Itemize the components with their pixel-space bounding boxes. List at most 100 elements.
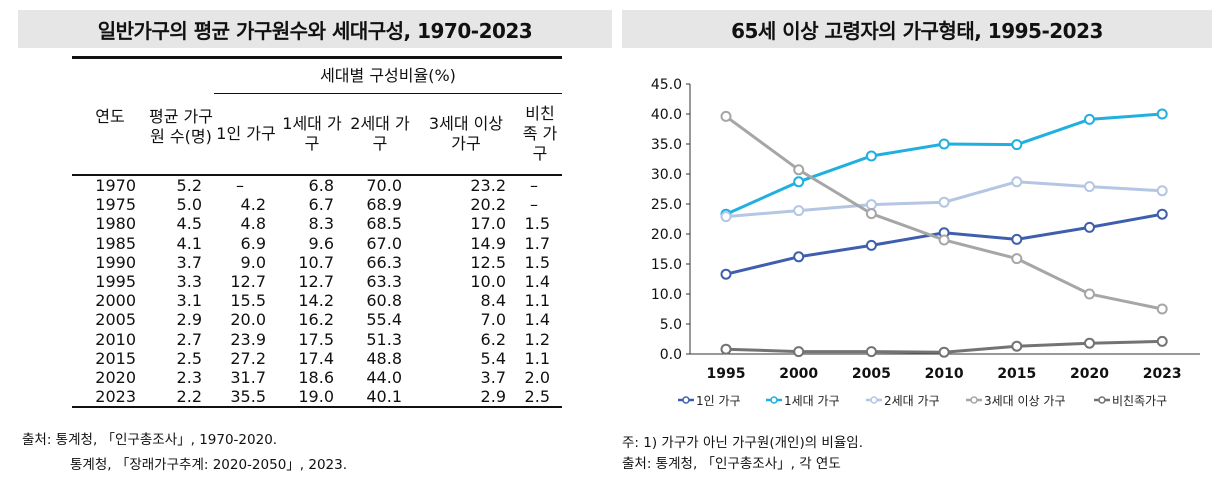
table-cell: 3.1 (176, 291, 202, 311)
table-cell: 1.4 (524, 310, 550, 330)
y-tick-label: 15.0 (651, 257, 682, 273)
table-row: 2020 2.3 31.7 18.6 44.0 3.7 2.0 (72, 368, 562, 387)
table-cell: 2005 (95, 310, 136, 330)
table-cell: 15.5 (230, 291, 266, 311)
table-cell: 10.0 (470, 272, 506, 292)
y-tick-label: 20.0 (651, 227, 682, 243)
table-row: 2005 2.9 20.0 16.2 55.4 7.0 1.4 (72, 310, 562, 329)
chart-source: 출처: 통계청, 「인구총조사」, 각 연도 (622, 456, 841, 472)
table-cell: 9.0 (240, 252, 266, 272)
table-row: 2000 3.1 15.5 14.2 60.8 8.4 1.1 (72, 291, 562, 310)
data-point (1084, 337, 1095, 349)
legend-label: 1인 가구 (696, 394, 741, 408)
legend: 1인 가구 1세대 가구 2세대 가구 3세대 이상 가구 비친족가구 (678, 394, 1167, 408)
data-point (793, 251, 805, 263)
source-left: 출처: 통계청, 「인구총조사」, 1970-2020. (22, 432, 278, 448)
x-tick-label: 2023 (1143, 366, 1182, 382)
table-cell: – (530, 176, 538, 196)
household-chart: 0.0 5.0 10.0 15.0 20.0 25.0 30.0 35.0 40.0 45.0 19… (651, 77, 1200, 408)
table-cell: 12.5 (470, 252, 506, 272)
table-cell: 4.5 (176, 214, 202, 234)
table-cell: 3.7 (480, 367, 506, 387)
table-cell: 31.7 (230, 367, 266, 387)
data-point (938, 138, 950, 150)
data-point (793, 164, 805, 176)
table-cell: 27.2 (230, 348, 266, 368)
header-group: 세대별 구성비율(%) (214, 57, 562, 94)
table-cell: 23.2 (470, 176, 506, 196)
table-row: 1980 4.5 4.8 8.3 68.5 17.0 1.5 (72, 214, 562, 233)
header-col: 2세대 가구 (350, 114, 410, 153)
table-row: 1970 5.2 – 6.8 70.0 23.2 – (72, 175, 562, 195)
table-cell: 10.7 (298, 252, 334, 272)
data-point (1156, 303, 1168, 315)
data-point (1011, 139, 1023, 151)
data-point (1084, 181, 1095, 193)
table-cell: 1.5 (524, 214, 550, 234)
table-title: 일반가구의 평균 가구원수와 세대구성, 1970-2023 (18, 10, 612, 48)
table-cell: 1990 (95, 252, 136, 272)
x-tick-label: 2015 (997, 366, 1036, 382)
table-cell: 1980 (95, 214, 136, 234)
data-point (1084, 113, 1095, 125)
y-tick-label: 35.0 (651, 137, 682, 153)
table-cell: 9.6 (308, 233, 334, 253)
x-tick-label: 1995 (707, 366, 746, 382)
table-cell: 2.9 (480, 387, 506, 407)
table-cell: 12.7 (230, 272, 266, 292)
table-row: 2010 2.7 23.9 17.5 51.3 6.2 1.2 (72, 330, 562, 349)
table-cell: 1970 (95, 176, 136, 196)
table-cell: 4.8 (240, 214, 266, 234)
legend-label: 3세대 이상 가구 (984, 394, 1066, 408)
table-cell: 2.0 (524, 367, 550, 387)
table-cell: 1995 (95, 272, 136, 292)
x-tick-label: 2005 (852, 366, 891, 382)
data-point (1084, 288, 1095, 300)
y-tick-label: 10.0 (651, 287, 682, 303)
table-cell: 2.7 (176, 329, 202, 349)
table-cell: 2.2 (176, 387, 202, 407)
header-year: 연도 (95, 106, 125, 126)
table-cell: 6.7 (308, 195, 334, 215)
data-point (1011, 233, 1023, 245)
table-cell: 1.4 (524, 272, 550, 292)
y-tick-label: 30.0 (651, 167, 682, 183)
table-row: 2023 2.2 35.5 19.0 40.1 2.9 2.5 (72, 387, 562, 407)
table-cell: 67.0 (366, 233, 402, 253)
table-row: 1975 5.0 4.2 6.7 68.9 20.2 – (72, 195, 562, 214)
table-row: 1995 3.3 12.7 12.7 63.3 10.0 1.4 (72, 272, 562, 291)
table-row: 1990 3.7 9.0 10.7 66.3 12.5 1.5 (72, 253, 562, 272)
data-point (1011, 253, 1023, 265)
data-point (1156, 185, 1168, 197)
data-point (1156, 335, 1168, 347)
data-point (793, 176, 805, 188)
table-cell: 68.5 (366, 214, 402, 234)
table-cell: 1.1 (524, 348, 550, 368)
data-point (720, 211, 732, 223)
data-point (793, 205, 805, 217)
data-point (720, 268, 732, 280)
table-cell: 19.0 (298, 387, 334, 407)
data-point (938, 234, 950, 246)
table-cell: 40.1 (366, 387, 402, 407)
table-cell: 14.2 (298, 291, 334, 311)
table-cell: 12.7 (298, 272, 334, 292)
table-cell: 63.3 (366, 272, 402, 292)
chart-note: 주: 1) 가구가 아닌 가구원(개인)의 비율임. (622, 435, 863, 451)
y-tick-label: 5.0 (660, 317, 682, 333)
data-point (1011, 340, 1023, 352)
table-cell: 60.8 (366, 291, 402, 311)
table-cell: 4.1 (176, 233, 202, 253)
x-tick-label: 2000 (779, 366, 818, 382)
table-cell: 3.7 (176, 252, 202, 272)
data-point (865, 346, 877, 358)
header-col: 3세대 이상 가구 (428, 114, 504, 153)
table-cell: 2.5 (176, 348, 202, 368)
data-point (1156, 108, 1168, 120)
data-point (720, 343, 732, 355)
table-cell: 7.0 (480, 310, 506, 330)
legend-marker-icon (970, 396, 978, 404)
data-point (938, 346, 950, 358)
table-cell: 1.7 (524, 233, 550, 253)
table-cell: 23.9 (230, 329, 266, 349)
